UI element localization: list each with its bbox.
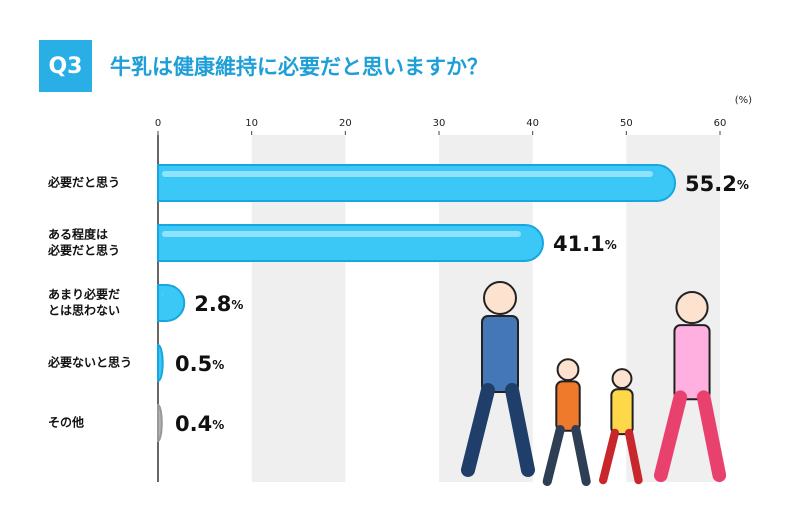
category-label: ある程度は	[48, 227, 108, 242]
value-label: 0.5%	[175, 352, 224, 376]
bar	[157, 343, 164, 383]
figure-head	[675, 290, 709, 325]
figure-body	[481, 315, 519, 393]
x-tick-label: 20	[339, 118, 352, 129]
x-tick-label: 30	[433, 118, 446, 129]
figure-head	[611, 368, 633, 390]
category-label: 必要だと思う	[47, 175, 120, 190]
unit-label: (%)	[735, 95, 752, 106]
figure-head	[556, 358, 580, 382]
figure-body	[673, 324, 711, 401]
figure-legs	[542, 424, 591, 487]
category-label: その他	[48, 415, 84, 430]
x-tick-label: 60	[714, 118, 727, 129]
value-label: 55.2%	[685, 172, 749, 196]
x-tick-label: 40	[526, 118, 539, 129]
value-label: 2.8%	[194, 292, 243, 316]
figure-head	[483, 281, 517, 315]
value-label: 41.1%	[553, 232, 617, 256]
bar-highlight	[162, 231, 521, 237]
category-label: 必要だと思う	[47, 243, 120, 258]
category-label: 必要ないと思う	[47, 355, 132, 370]
bar-highlight	[162, 171, 654, 177]
figure-body	[555, 380, 581, 432]
chart-title: 牛乳は健康維持に必要だと思いますか？	[110, 55, 488, 79]
bar	[157, 224, 544, 262]
category-label: あまり必要だ	[48, 287, 120, 302]
badge: Q3	[48, 54, 82, 79]
figure-legs	[653, 390, 727, 483]
x-tick-label: 0	[155, 118, 161, 129]
bar	[157, 164, 677, 202]
figure-body	[610, 388, 634, 436]
bar	[157, 403, 163, 443]
figure-legs	[461, 383, 535, 477]
badge-box	[39, 40, 92, 92]
illustration	[461, 281, 727, 487]
bar	[157, 284, 186, 322]
category-label: とは思わない	[48, 304, 120, 318]
value-label: 0.4%	[175, 412, 224, 436]
x-tick-label: 50	[620, 118, 633, 129]
x-tick-label: 10	[245, 118, 258, 129]
figure-legs	[598, 428, 643, 485]
